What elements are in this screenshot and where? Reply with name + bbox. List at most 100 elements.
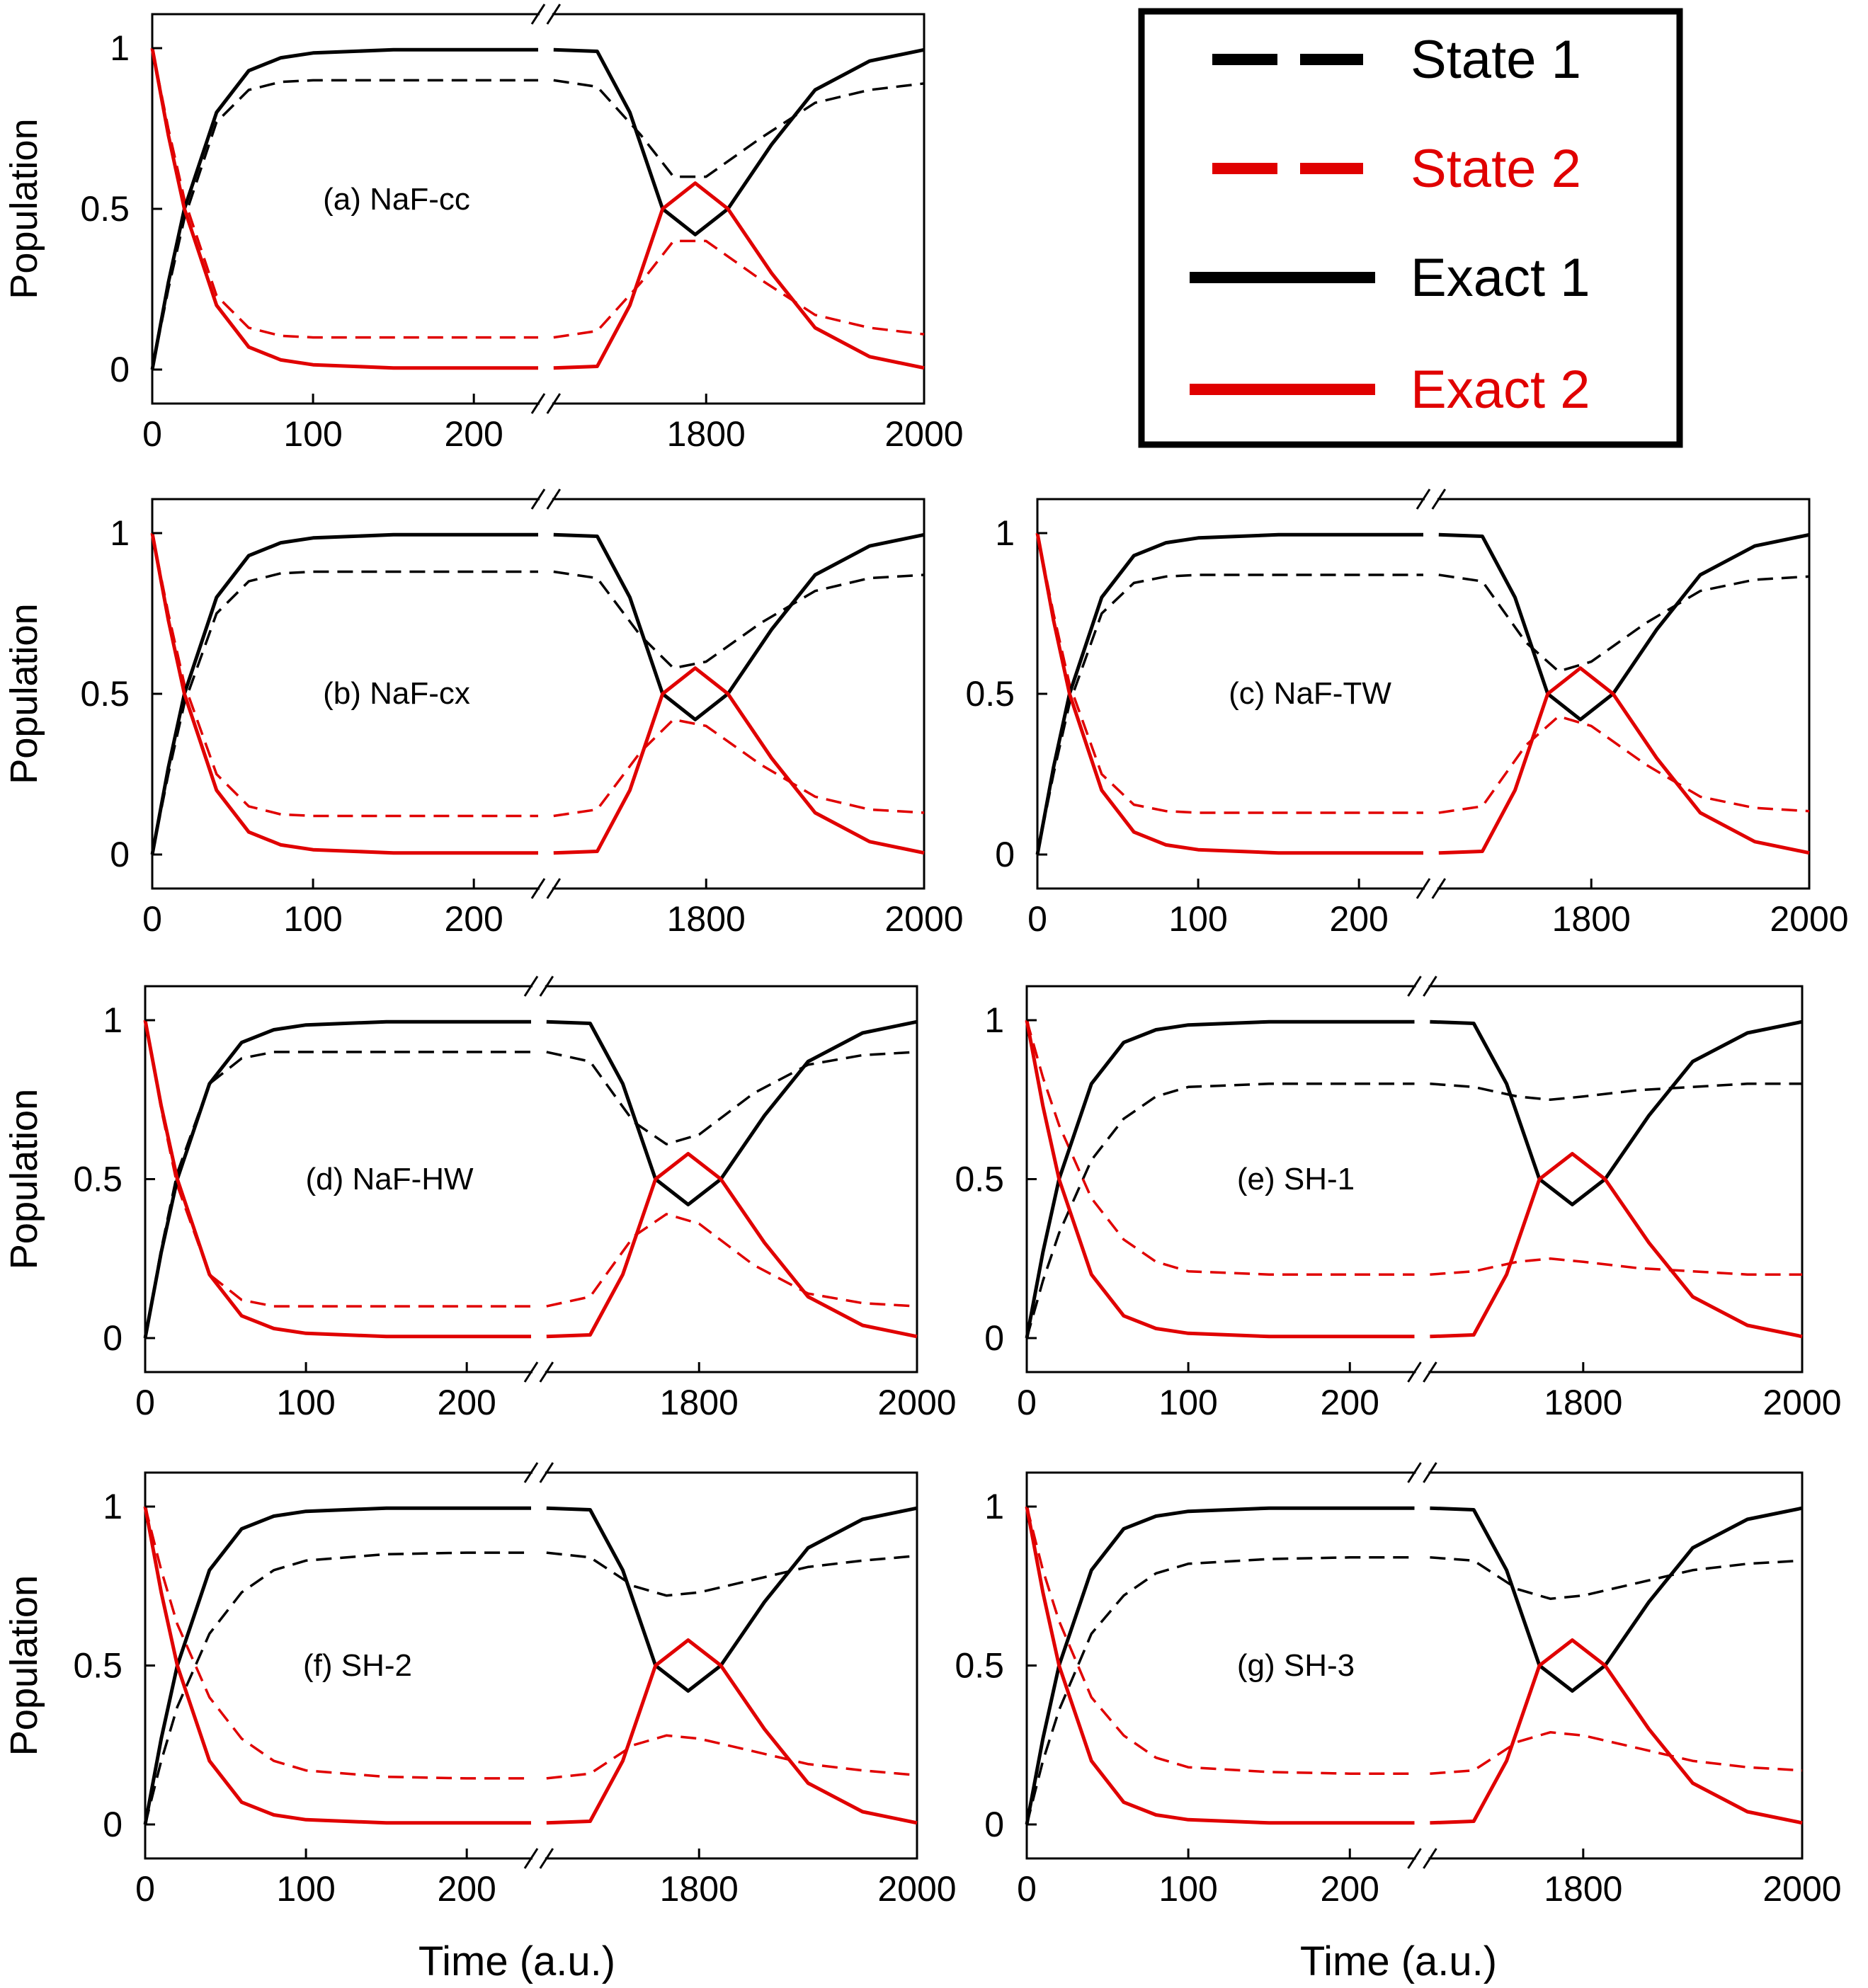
x-tick-label: 100 [1168,899,1227,939]
x-tick-label: 1800 [1544,1869,1622,1909]
x-axis-label-left: Time (a.u.) [418,1938,615,1984]
y-tick-label: 0 [103,1318,123,1358]
y-axis-label: Population [3,1575,45,1756]
x-tick-label: 200 [1321,1869,1379,1909]
x-tick-label: 2000 [1770,899,1848,939]
y-tick-label: 1 [103,1000,123,1040]
panel-label: (d) NaF-HW [305,1162,474,1196]
y-axis-label: Population [3,603,45,784]
series-line-state-1 [553,570,925,670]
series-line-state-2 [546,1734,918,1780]
series-line-exact-1 [150,47,538,370]
series-line-state-2 [553,239,925,339]
series-line-state-1 [1025,1556,1415,1825]
panel-a: 0 100 200 1800 2000 0 0.5 1 (a) NaF-cc Population [3,4,964,454]
series-line-state-1 [553,79,925,178]
plot-frame [144,985,918,1373]
series-line-state-2 [1025,1019,1415,1276]
x-tick-label: 1800 [667,414,746,454]
y-tick-label: 0.5 [73,1646,123,1686]
series-line-state-2 [546,1213,918,1308]
series-line-state-1 [1430,1082,1802,1102]
panel-f: 0 100 200 1800 2000 0 0.5 1 (f) SH-2 Population [3,1462,957,1909]
y-tick-label: 0.5 [955,1160,1004,1199]
series-line-exact-1 [143,1019,531,1339]
y-axis-label: Population [3,1089,45,1269]
panel-d: 0 100 200 1800 2000 0 0.5 1 (d) NaF-HW Population [3,976,957,1422]
x-tick-label: 2000 [877,1869,956,1909]
series-line-state-1 [144,1551,531,1825]
axis-break-mark [539,976,554,997]
series-line-exact-2 [553,666,925,855]
plot-frame [144,1471,918,1860]
series-line-state-2 [144,1506,531,1780]
legend: State 1 State 2 Exact 1 Exact 2 [1138,8,1683,448]
y-tick-label: 0 [995,835,1015,874]
axis-break-mark [1416,489,1431,510]
x-tick-label: 1800 [660,1383,739,1422]
axis-break-gap [540,492,552,896]
x-tick-label: 100 [276,1383,335,1422]
axis-break-mark [539,1361,554,1383]
series-line-state-1 [1438,573,1810,673]
y-tick-label: 0.5 [80,189,130,229]
axis-break-mark [1431,489,1447,510]
legend-label: Exact 1 [1411,248,1590,308]
axis-break-gap [1416,979,1429,1379]
x-tick-label: 0 [142,899,162,939]
y-tick-label: 0 [984,1318,1004,1358]
x-tick-label: 0 [1017,1869,1037,1909]
axis-break-mark [523,1462,539,1483]
axis-break-gap [1425,492,1437,896]
series-line-exact-2 [1035,532,1423,855]
series-line-state-1 [546,1051,918,1146]
series-line-exact-1 [546,1019,918,1206]
x-tick-label: 2000 [1762,1869,1841,1909]
axis-break-mark [1423,1361,1437,1383]
series-line-state-1 [546,1551,918,1597]
axis-break-gap [533,1466,545,1866]
series-line-exact-1 [1430,1506,1803,1693]
plot-frame [151,13,926,405]
y-axis-label: Population [3,1089,45,1269]
x-tick-label: 2000 [1762,1383,1841,1422]
axis-break-mark [1423,976,1437,997]
x-tick-label: 1800 [1552,899,1631,939]
series-line-state-2 [151,47,538,339]
series-line-state-2 [1430,1731,1803,1775]
axis-break-gap [533,979,545,1379]
axis-break-mark [530,489,546,510]
x-tick-label: 200 [1321,1383,1379,1422]
series-line-exact-2 [553,181,925,370]
axis-break-mark [530,4,546,25]
y-tick-label: 1 [984,1487,1004,1526]
y-axis-label: Population [3,1575,45,1756]
y-tick-label: 0 [984,1805,1004,1844]
y-axis-label: Population [3,118,45,299]
axis-break-mark [1407,1361,1422,1383]
x-tick-label: 200 [437,1383,496,1422]
series-line-state-1 [151,79,538,370]
x-tick-label: 2000 [884,899,963,939]
plot-frame [1025,1471,1804,1860]
x-tick-label: 100 [1158,1383,1217,1422]
series-line-exact-1 [1025,1019,1415,1339]
series-line-exact-1 [1430,1019,1803,1206]
legend-frame [1138,8,1683,448]
x-tick-label: 0 [1017,1383,1037,1422]
x-tick-label: 2000 [884,414,963,454]
axis-break-mark [1407,1848,1422,1869]
series-line-state-1 [1430,1556,1803,1600]
axis-break-mark [523,1361,539,1383]
x-tick-label: 0 [1027,899,1047,939]
x-tick-label: 1800 [667,899,746,939]
series-line-exact-2 [1025,1506,1415,1825]
x-axis-label-right: Time (a.u.) [1300,1938,1497,1984]
axis-break-mark [546,4,562,25]
panel-label: (g) SH-3 [1237,1648,1355,1683]
series-line-exact-1 [553,47,925,236]
panel-label: (f) SH-2 [303,1648,412,1683]
